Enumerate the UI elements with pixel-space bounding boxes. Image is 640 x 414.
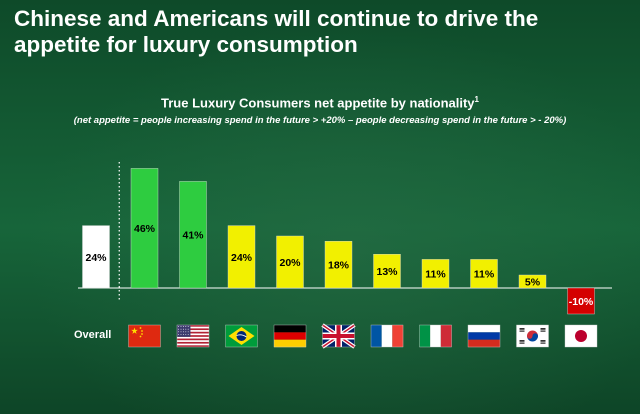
italy-flag-icon xyxy=(419,324,452,348)
bar-united-kingdom xyxy=(324,240,353,289)
bar-china xyxy=(130,168,159,289)
data-label: 46% xyxy=(134,223,156,235)
bar-germany xyxy=(276,235,304,289)
usa-flag-icon xyxy=(176,324,210,348)
data-label: 41% xyxy=(182,230,204,242)
south-korea-flag-icon xyxy=(516,324,549,348)
data-label: 13% xyxy=(376,266,398,278)
japan-flag-icon xyxy=(564,324,598,348)
russia-flag-icon xyxy=(467,324,501,348)
chart-title-footnote: 1 xyxy=(474,95,479,104)
chart-title: True Luxury Consumers net appetite by na… xyxy=(0,95,640,110)
data-label: 20% xyxy=(279,257,301,269)
chart-subtitle: (net appetite = people increasing spend … xyxy=(73,115,567,126)
france-flag-icon xyxy=(370,324,404,348)
bar-france xyxy=(373,253,401,289)
bar-russia xyxy=(470,259,498,289)
data-label: 11% xyxy=(474,269,495,281)
bar-united-states xyxy=(179,181,207,289)
data-label: 18% xyxy=(328,260,350,272)
data-label: 5% xyxy=(525,277,541,289)
bar-japan xyxy=(567,287,595,315)
bar-overall xyxy=(82,225,110,289)
data-label: 11% xyxy=(425,269,446,281)
brazil-flag-icon xyxy=(225,324,258,348)
china-flag-icon xyxy=(128,324,161,348)
germany-flag-icon xyxy=(273,324,307,348)
data-label: 24% xyxy=(231,252,253,264)
chart-title-text: True Luxury Consumers net appetite by na… xyxy=(161,95,475,111)
data-label: -10% xyxy=(569,296,594,308)
bar-brazil xyxy=(227,225,256,289)
bar-south-korea xyxy=(518,274,547,289)
overall-label: Overall xyxy=(74,329,112,341)
data-label: 24% xyxy=(85,252,107,264)
uk-flag-icon xyxy=(321,323,356,349)
slide-headline: Chinese and Americans will continue to d… xyxy=(14,6,539,57)
bar-italy xyxy=(421,259,450,289)
